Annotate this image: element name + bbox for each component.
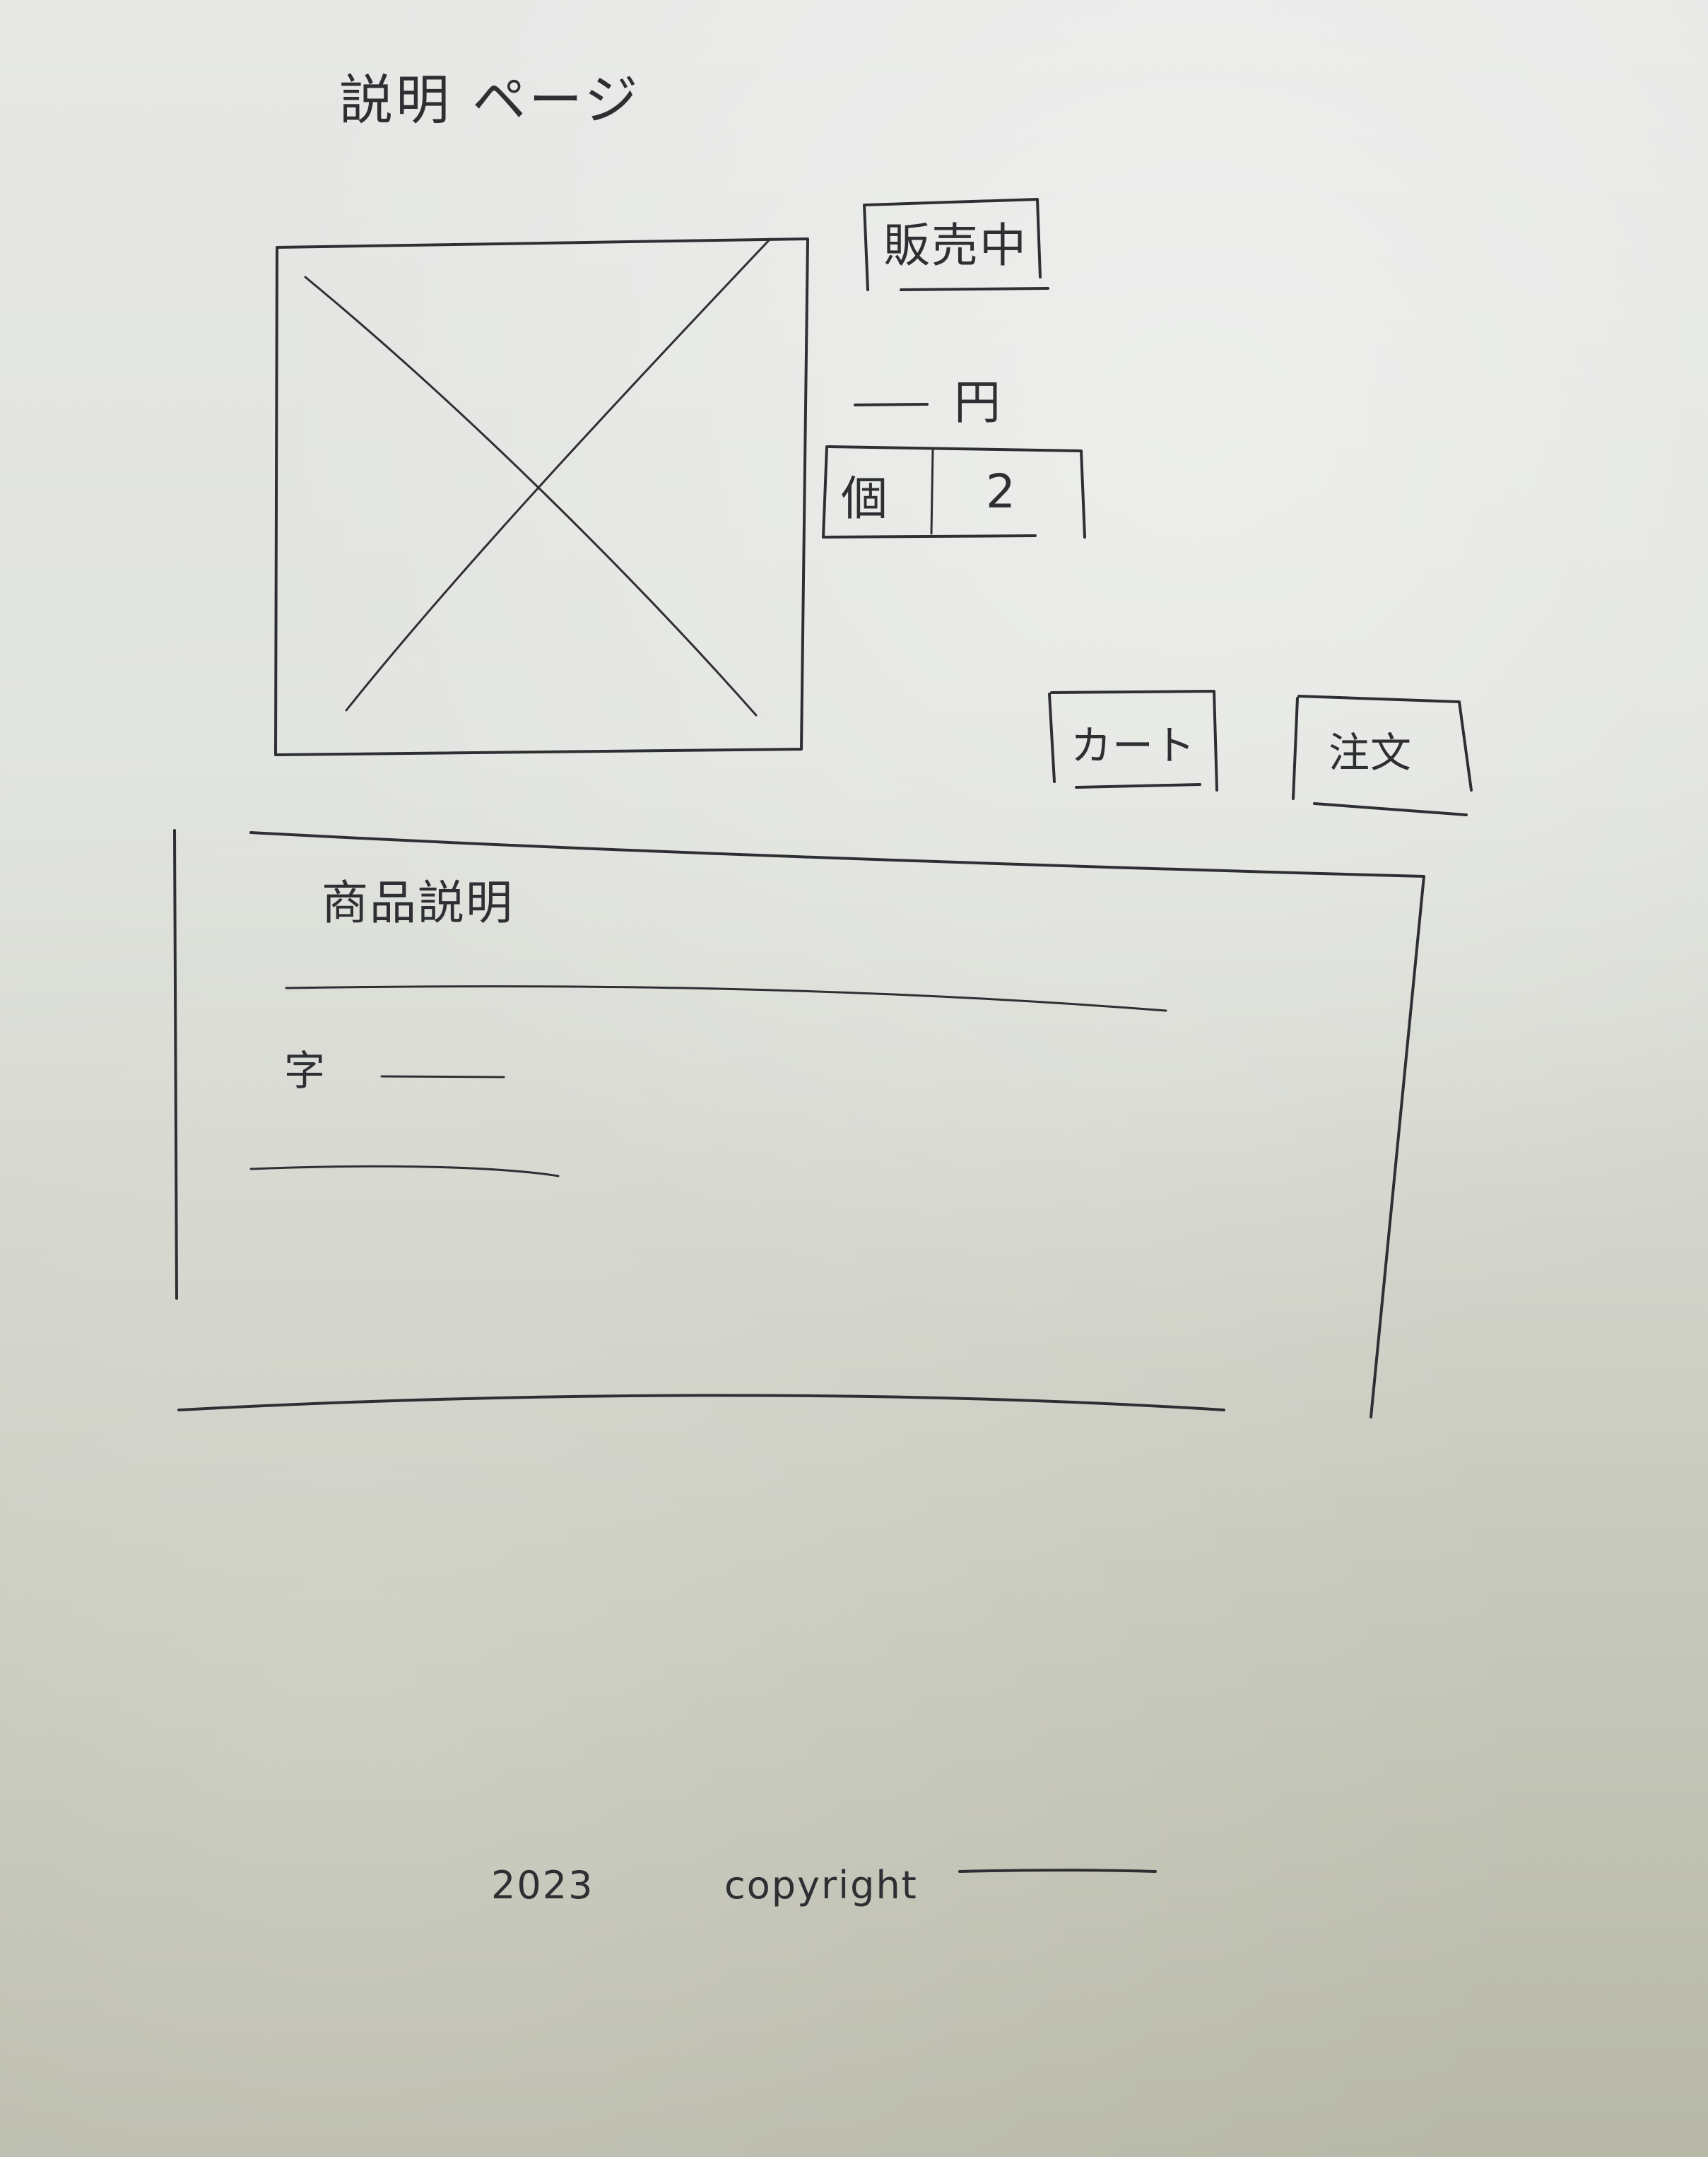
order-button-frame-top-right xyxy=(1297,695,1473,792)
product-description-section: 商品説明 字 xyxy=(173,829,1425,1418)
description-frame-top-right xyxy=(249,831,1425,1418)
description-text-line-2 xyxy=(249,1165,560,1177)
quantity-value[interactable]: 2 xyxy=(986,464,1017,519)
cart-button-frame-left xyxy=(1048,693,1056,783)
footer: 2023 copyright xyxy=(491,1863,1157,1908)
quantity-label: 個 xyxy=(841,471,889,526)
footer-copyright: copyright xyxy=(724,1863,918,1908)
quantity-divider xyxy=(930,449,934,535)
order-button-frame-bottom xyxy=(1313,802,1468,816)
footer-year: 2023 xyxy=(491,1863,594,1908)
order-button-label: 注文 xyxy=(1329,729,1412,777)
cart-button-frame-bottom xyxy=(1075,783,1201,789)
order-button-frame-left xyxy=(1292,697,1299,800)
price-unit: 円 xyxy=(954,375,1002,430)
add-to-cart-button[interactable]: カート xyxy=(1048,690,1218,792)
quantity-frame-top-right xyxy=(828,445,1086,539)
price-value-line xyxy=(854,403,929,406)
image-frame xyxy=(274,237,809,756)
description-text-line-1 xyxy=(380,1075,505,1078)
description-title: 商品説明 xyxy=(322,876,514,930)
footer-copyright-line xyxy=(958,1869,1157,1873)
description-heading-underline xyxy=(285,985,1167,1012)
image-cross-line-2 xyxy=(345,237,772,712)
sale-badge-frame-top xyxy=(864,198,1042,278)
description-line-label: 字 xyxy=(284,1047,326,1095)
page-title: 説明 ページ xyxy=(339,69,641,131)
image-cross-line-1 xyxy=(304,276,758,717)
cart-button-label: カート xyxy=(1071,722,1196,770)
sale-badge-label: 販売中 xyxy=(883,218,1027,273)
quantity-frame-left-bottom xyxy=(822,445,1037,539)
description-frame-left xyxy=(173,829,178,1300)
order-button[interactable]: 注文 xyxy=(1292,695,1473,816)
sale-badge-frame-bottom xyxy=(900,287,1049,291)
quantity-stepper[interactable]: 個 2 xyxy=(822,445,1086,539)
cart-button-frame-top-right xyxy=(1050,690,1218,792)
description-frame-bottom xyxy=(177,1394,1225,1411)
product-image-placeholder xyxy=(274,237,809,756)
sale-badge-frame-left xyxy=(863,204,869,291)
sale-badge: 販売中 xyxy=(863,198,1049,291)
price-display: 円 xyxy=(854,375,1002,430)
